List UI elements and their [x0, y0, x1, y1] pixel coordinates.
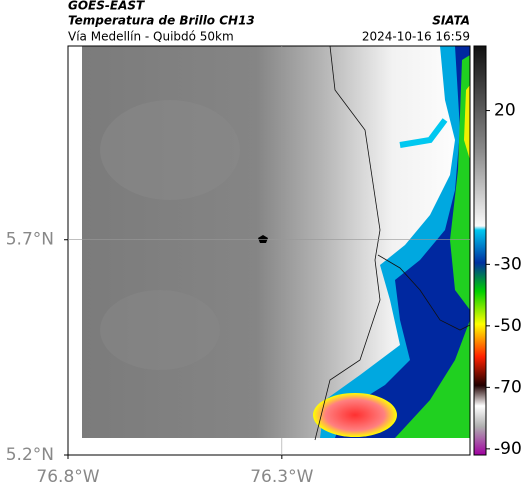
route: Vía Medellín - Quibdó 50km	[68, 30, 234, 44]
map-frame	[67, 45, 471, 456]
colorbar-tick-label: -90	[494, 439, 522, 459]
brand: SIATA	[432, 14, 470, 28]
colorbar	[473, 45, 487, 456]
x-tick-label: 76.3°W	[250, 467, 313, 487]
colorbar-tick-label: -70	[494, 377, 522, 397]
colorbar-tick-label: -50	[494, 316, 522, 336]
y-tick-label: 5.7°N	[6, 230, 54, 250]
title: Temperatura de Brillo CH13	[68, 14, 255, 28]
y-tick-label: 5.2°N	[6, 445, 54, 465]
colorbar-tick-label: -30	[494, 254, 522, 274]
source: GOES-EAST	[68, 0, 145, 13]
x-tick-label: 76.8°W	[36, 467, 99, 487]
imagery	[82, 45, 471, 441]
timestamp: 2024-10-16 16:59	[362, 30, 470, 44]
colorbar-tick-label: 20	[494, 101, 516, 121]
